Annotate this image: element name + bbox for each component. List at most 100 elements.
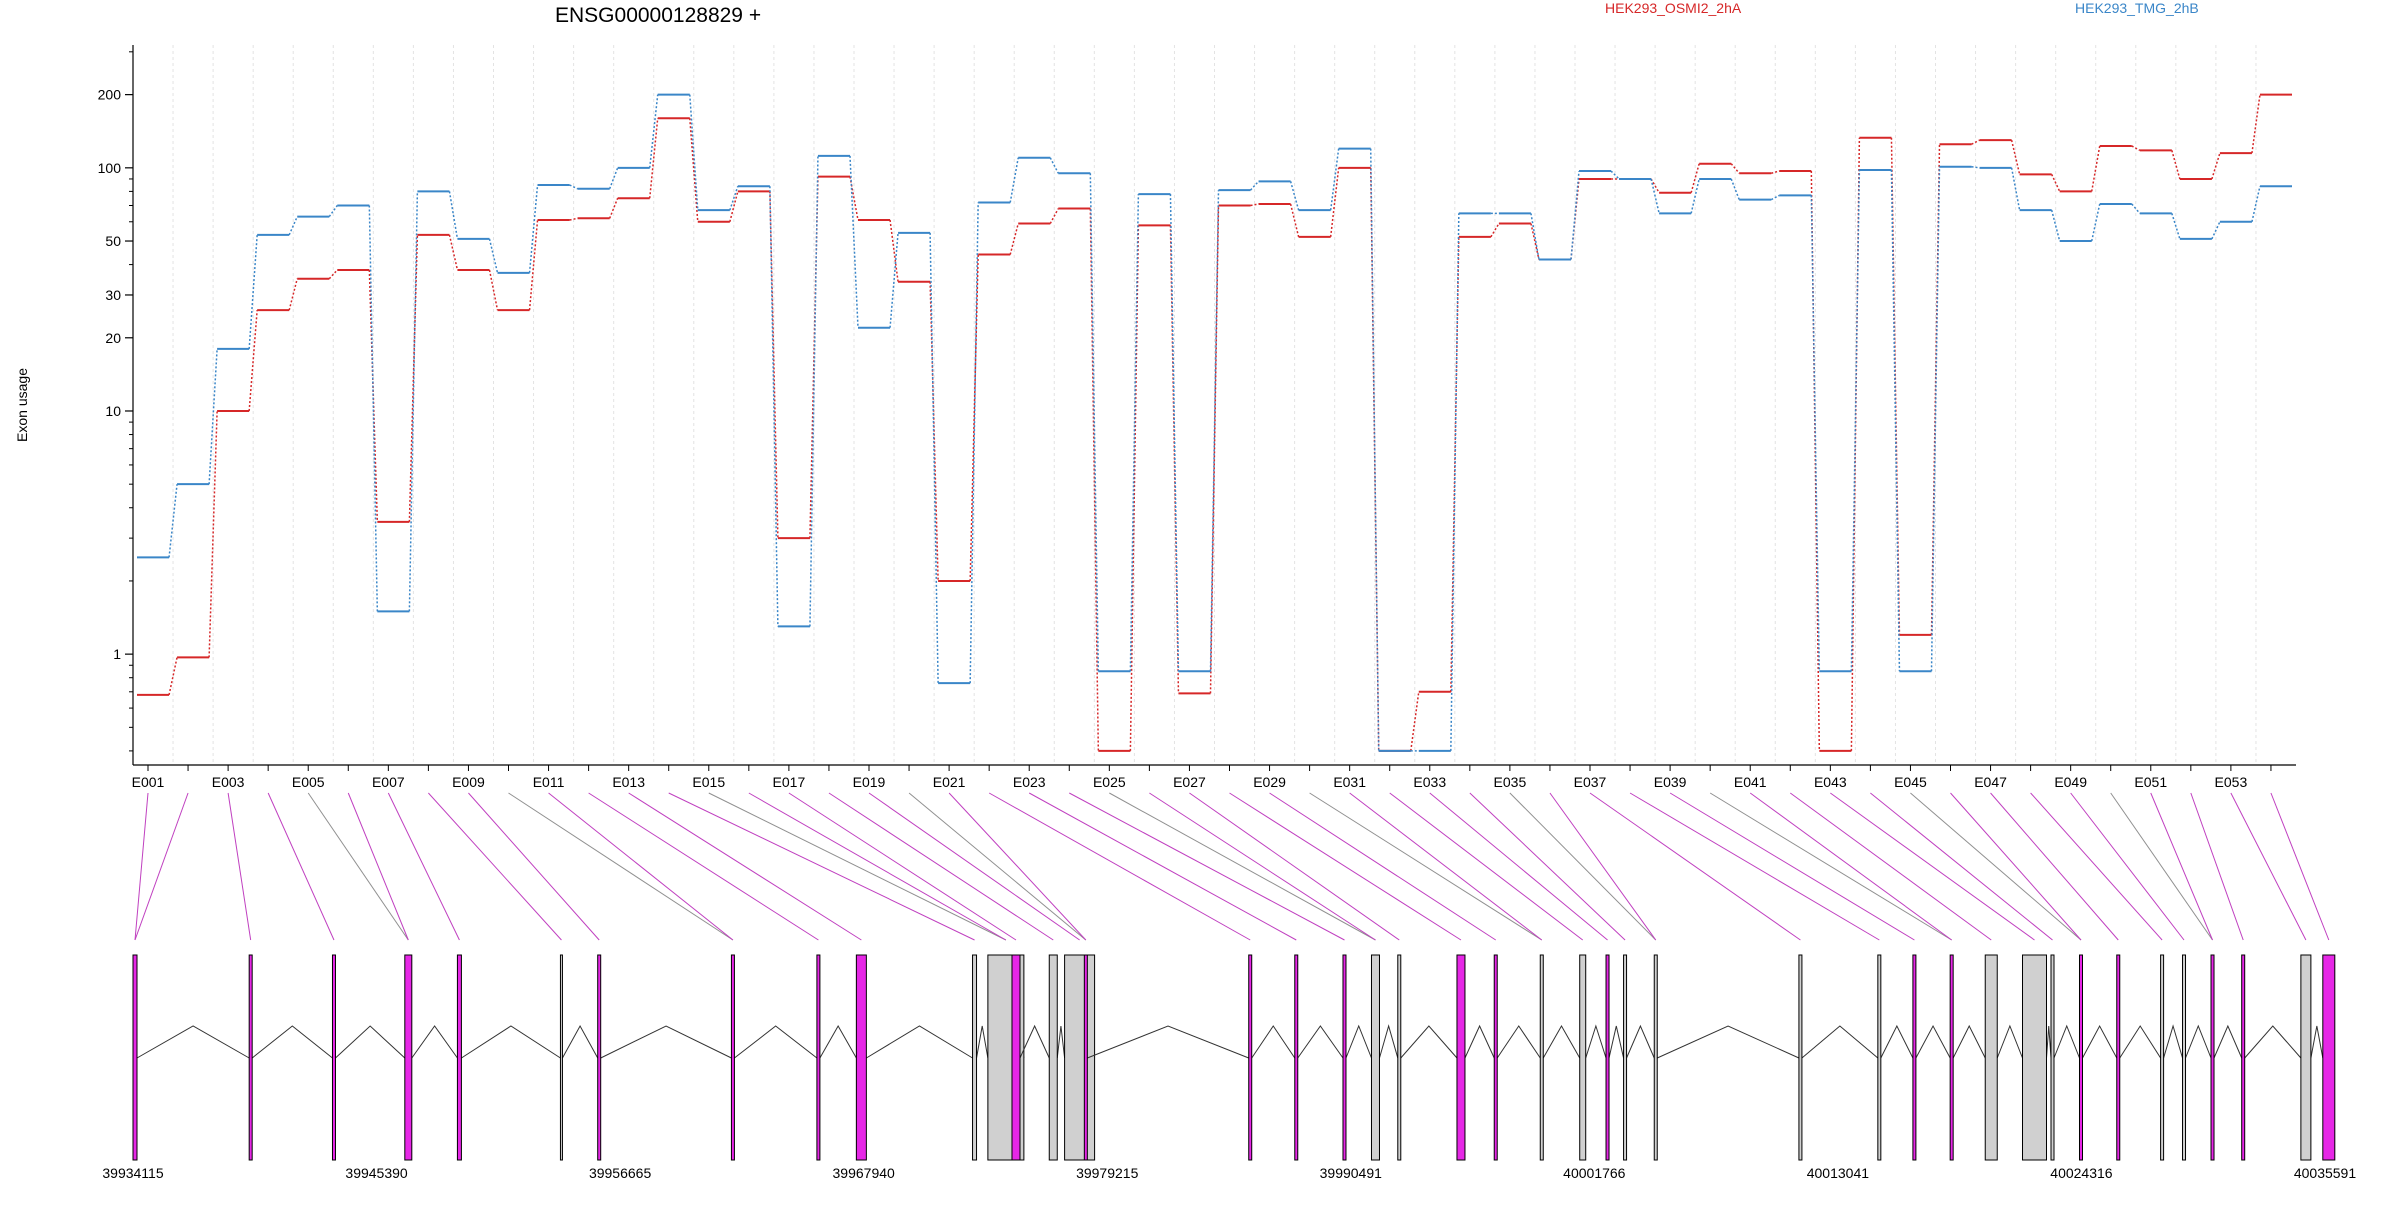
exon-connector: [134, 792, 149, 941]
exon-connector: [1149, 792, 1376, 941]
intron-line: [1880, 1024, 1914, 1059]
exon-connector: [1789, 792, 1992, 941]
intron-line: [600, 1025, 732, 1059]
series-transition: [1089, 208, 1100, 751]
grid: [172, 45, 2257, 765]
x-tick-label: E027: [1173, 774, 1206, 790]
coordinate-label: 39990491: [1320, 1165, 1383, 1181]
exon-block: [1949, 954, 1954, 1161]
exon-block: [2322, 954, 2336, 1161]
x-tick-label: E041: [1734, 774, 1767, 790]
series-transition: [1410, 691, 1420, 751]
exon-connector: [1589, 792, 1801, 941]
exon-connector: [948, 792, 1087, 941]
exon-connector: [1349, 792, 1543, 941]
series-transition: [1049, 208, 1059, 224]
intron-line: [976, 1025, 989, 1059]
exon-connector: [1870, 792, 2053, 941]
exon-block: [1579, 954, 1587, 1161]
series-transition: [849, 155, 859, 328]
exon-block: [1798, 954, 1803, 1161]
exon-connector: [347, 792, 409, 941]
exon-connector: [267, 792, 335, 941]
exon-block: [1984, 954, 1998, 1161]
y-tick-label: 100: [98, 160, 122, 176]
exon-connector: [2070, 792, 2185, 941]
series-transition: [208, 410, 218, 658]
exon-block: [1248, 954, 1253, 1161]
exon-block: [730, 954, 735, 1161]
y-tick-label: 30: [105, 287, 121, 303]
exon-block: [2116, 954, 2121, 1161]
exon-block: [1342, 954, 1347, 1161]
exon-connector: [908, 792, 1087, 941]
intron-line: [136, 1025, 250, 1059]
exon-block: [816, 954, 821, 1161]
x-tick-label: E001: [132, 774, 165, 790]
exon-connector: [1229, 792, 1462, 941]
intron-line: [866, 1025, 973, 1059]
series-transition: [729, 186, 739, 211]
series-transition: [1890, 169, 1901, 672]
intron-line: [734, 1025, 818, 1059]
series-transition: [929, 281, 939, 581]
exon-connector: [988, 792, 1251, 941]
x-tick-label: E009: [452, 774, 485, 790]
series-transition: [648, 94, 659, 168]
exon-connector: [387, 792, 460, 941]
exon-block: [456, 954, 462, 1161]
x-tick-label: E021: [933, 774, 966, 790]
exon-block: [972, 954, 978, 1161]
exon-connector: [1709, 792, 1952, 941]
x-tick-label: E035: [1494, 774, 1527, 790]
intron-line: [1542, 1024, 1581, 1059]
series-transition: [1810, 195, 1821, 672]
exon-connector: [1629, 792, 1880, 941]
exon-connector: [548, 792, 734, 941]
series-transition: [1771, 170, 1780, 174]
series-transition: [2010, 167, 2021, 211]
series-transition: [1610, 170, 1620, 180]
intron-line: [461, 1025, 561, 1059]
exon-block: [2022, 954, 2048, 1161]
intron-line: [2310, 1025, 2324, 1059]
coordinate-label: 39967940: [833, 1165, 896, 1181]
intron-line: [1496, 1025, 1541, 1059]
exon-block: [559, 954, 563, 1161]
intron-line: [1915, 1024, 1951, 1059]
intron-line: [1400, 1025, 1458, 1059]
exon-connector: [788, 792, 1017, 941]
intron-line: [2082, 1024, 2118, 1059]
series-transition: [1250, 203, 1259, 207]
exon-connector: [2190, 792, 2244, 941]
series-transition: [368, 269, 379, 522]
series-transition: [689, 94, 699, 211]
series-transition: [248, 310, 258, 412]
series-transition: [2251, 94, 2261, 154]
series-transition: [2211, 221, 2221, 240]
intron-line: [1801, 1025, 1879, 1059]
y-tick-label: 200: [98, 87, 122, 103]
exon-block: [1539, 954, 1544, 1161]
intron-line: [1626, 1024, 1655, 1059]
legend-entry-osmi2: HEK293_OSMI2_2hA: [1605, 0, 1742, 16]
series-transition: [929, 232, 939, 684]
series-transition: [689, 118, 699, 222]
exon-connector: [1990, 792, 2119, 941]
exon-connector: [1950, 792, 2082, 941]
exon-connector: [668, 792, 975, 941]
series-transition: [769, 186, 779, 627]
intron-line: [819, 1024, 857, 1059]
series-transition: [569, 184, 578, 190]
exon-block: [1048, 954, 1058, 1161]
exon-block: [1456, 954, 1466, 1161]
series-transition: [528, 219, 539, 311]
exon-connector: [1109, 792, 1376, 941]
series-transition: [528, 184, 539, 273]
exon-connector: [1910, 792, 2082, 941]
exon-connector: [2030, 792, 2163, 941]
series-transition: [1650, 178, 1660, 214]
exon-block: [1653, 954, 1658, 1161]
series-transition: [1570, 170, 1580, 260]
exon-block: [1294, 954, 1299, 1161]
